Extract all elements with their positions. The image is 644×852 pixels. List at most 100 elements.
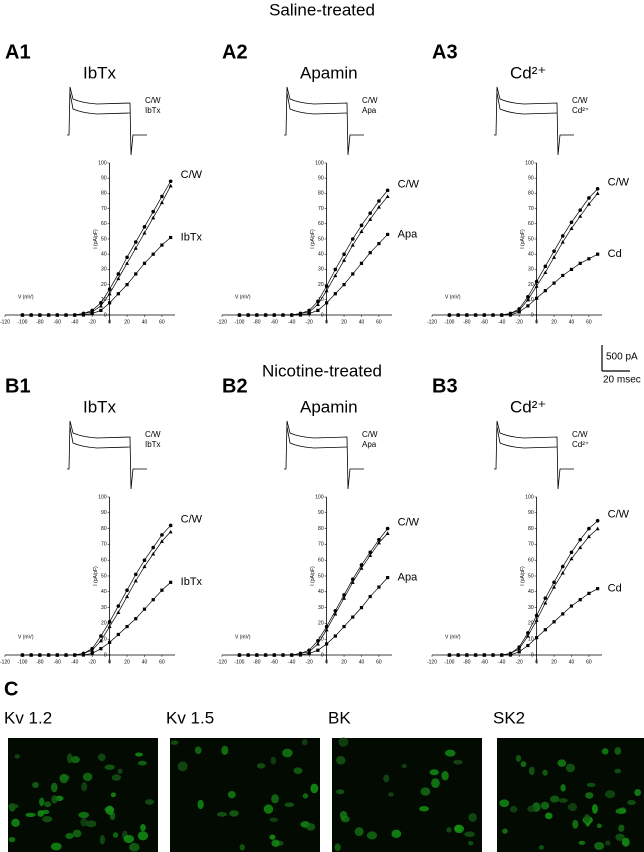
cell (340, 815, 350, 823)
x-tick-label: -60 (54, 319, 61, 325)
x-tick-label: -120 (0, 659, 10, 665)
point (108, 301, 112, 305)
trace-label: C/W (572, 96, 588, 105)
point (526, 643, 530, 648)
cell (32, 781, 39, 789)
cell (65, 832, 74, 840)
x-tick-label: 40 (359, 319, 365, 325)
point (290, 313, 294, 317)
x-tick-label: 20 (551, 319, 557, 325)
point (125, 261, 130, 265)
cell (302, 793, 309, 799)
x-tick-label: -60 (271, 659, 278, 665)
point (20, 313, 25, 317)
cell (515, 754, 522, 762)
point (587, 196, 591, 200)
x-tick-label: -60 (481, 319, 488, 325)
point (324, 627, 329, 632)
x-axis-label: V (mV) (445, 294, 461, 300)
point (125, 283, 129, 287)
y-tick-label: 30 (528, 605, 534, 611)
series-line (239, 533, 388, 656)
point (368, 550, 373, 555)
cell (269, 834, 276, 840)
point (99, 634, 103, 638)
trace-label: C/W (572, 430, 588, 439)
y-tick-label: 80 (101, 191, 107, 197)
y-tick-label: 30 (528, 267, 534, 273)
point (578, 214, 583, 218)
point (142, 225, 147, 229)
point (81, 313, 86, 317)
x-tick-label: -80 (253, 659, 260, 665)
cell (72, 829, 82, 838)
point (315, 641, 320, 646)
cell (50, 782, 58, 793)
x-tick-label: 40 (142, 319, 148, 325)
point (359, 563, 364, 567)
point (552, 620, 556, 624)
y-tick-label: 90 (101, 510, 107, 516)
y-tick-label: 100 (98, 160, 107, 166)
series-line (449, 528, 598, 656)
point (517, 310, 521, 314)
image-label: SK2 (493, 708, 525, 727)
x-tick-label: -120 (427, 319, 437, 325)
y-tick-label: 40 (318, 252, 324, 258)
point (578, 545, 583, 550)
cell (99, 835, 106, 845)
point (587, 526, 591, 531)
point (376, 205, 381, 209)
cell (128, 842, 140, 852)
x-tick-label: 0 (535, 659, 538, 665)
cell (284, 802, 295, 808)
point (237, 653, 242, 657)
cell (50, 842, 62, 851)
point (107, 287, 112, 291)
y-axis-label: I (pA/pF) (310, 229, 316, 249)
cell (216, 812, 228, 817)
x-tick-label: 40 (142, 659, 148, 665)
point (482, 653, 486, 657)
point (133, 240, 138, 244)
point (350, 577, 355, 581)
image-label: Kv 1.5 (166, 708, 214, 727)
point (316, 308, 320, 313)
cell (78, 811, 90, 819)
y-axis-label: I (pA/pF) (310, 566, 316, 586)
point (465, 653, 469, 657)
point (552, 585, 557, 589)
cell (558, 798, 568, 803)
cell (227, 790, 236, 799)
x-tick-label: -80 (36, 319, 43, 325)
y-tick-label: 100 (315, 160, 324, 166)
y-axis-label: I (pA/pF) (93, 566, 99, 586)
current-trace (284, 86, 364, 156)
cell (614, 768, 622, 774)
cell (540, 801, 550, 810)
point (333, 292, 337, 296)
cell (239, 844, 245, 851)
point (142, 564, 147, 569)
cell (464, 831, 475, 838)
series-line (239, 196, 388, 316)
x-axis-label: V (mV) (18, 634, 34, 640)
cell (565, 763, 576, 773)
x-tick-label: -100 (234, 659, 244, 665)
point (90, 651, 94, 656)
point (342, 596, 347, 600)
y-tick-label: 60 (528, 221, 534, 227)
cell (388, 792, 394, 797)
point (316, 299, 320, 304)
current-trace (494, 420, 574, 490)
point (107, 291, 112, 296)
point (535, 636, 539, 640)
y-tick-label: 90 (528, 176, 534, 182)
panel-title: Cd²⁺ (510, 397, 546, 416)
y-axis-label: I (pA/pF) (520, 566, 526, 586)
point (377, 241, 381, 246)
cell (135, 752, 143, 757)
point (160, 533, 164, 537)
point (517, 646, 522, 651)
panel-label: B2 (222, 375, 248, 397)
